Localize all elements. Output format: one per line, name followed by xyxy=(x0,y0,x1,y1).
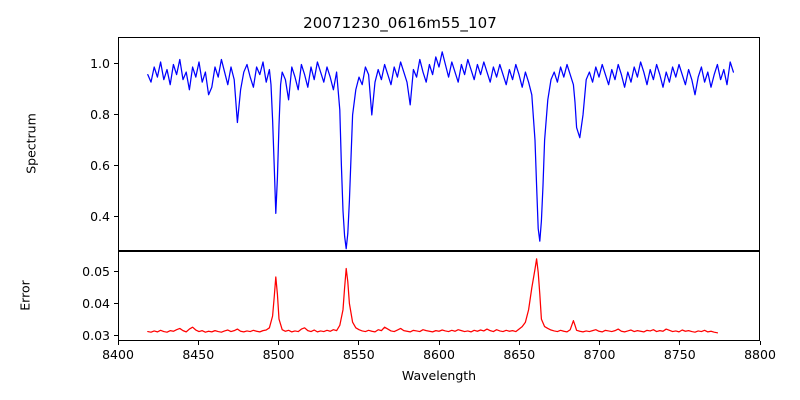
x-tick-mark xyxy=(197,341,199,345)
spectrum-ytick-label: 0.4 xyxy=(90,208,110,224)
x-tick-label: 8750 xyxy=(663,347,696,362)
x-tick-label: 8550 xyxy=(342,347,375,362)
x-tick-mark xyxy=(759,341,761,345)
x-tick-mark xyxy=(599,341,601,345)
spectrum-y-axis-label: Spectrum xyxy=(23,113,39,174)
spectrum-ytick-mark xyxy=(114,114,118,116)
error-ytick-mark xyxy=(114,303,118,305)
x-tick-mark xyxy=(278,341,280,345)
spectrum-ytick-mark xyxy=(114,216,118,218)
x-tick-label: 8450 xyxy=(182,347,215,362)
x-tick-label: 8700 xyxy=(583,347,616,362)
x-axis-label: Wavelength xyxy=(401,368,477,383)
error-line-plot xyxy=(119,252,759,340)
x-tick-label: 8600 xyxy=(423,347,455,362)
figure-title: 20071230_0616m55_107 xyxy=(303,14,497,32)
error-ytick-mark xyxy=(114,271,118,273)
x-tick-mark xyxy=(679,341,681,345)
spectrum-ytick-label: 0.6 xyxy=(90,157,110,173)
x-tick-label: 8650 xyxy=(503,347,536,362)
x-tick-label: 8400 xyxy=(102,347,134,362)
spectrum-ytick-label: 1.0 xyxy=(90,55,110,71)
x-tick-label: 8500 xyxy=(262,347,295,362)
x-tick-mark xyxy=(358,341,360,345)
x-tick-label: 8800 xyxy=(744,347,776,362)
x-tick-mark xyxy=(438,341,440,345)
error-ytick-mark xyxy=(114,335,118,337)
x-tick-mark xyxy=(518,341,520,345)
error-ytick-label: 0.03 xyxy=(82,327,110,343)
spectrum-ytick-mark xyxy=(114,165,118,167)
x-tick-mark xyxy=(117,341,119,345)
spectrum-ytick-label: 0.8 xyxy=(90,106,110,122)
error-y-axis-label: Error xyxy=(17,280,33,311)
error-ytick-label: 0.04 xyxy=(82,295,110,311)
spectrum-ytick-mark xyxy=(114,63,118,65)
spectrum-line-plot xyxy=(119,38,759,250)
error-axes xyxy=(118,251,760,341)
error-ytick-label: 0.05 xyxy=(82,263,110,279)
spectrum-axes xyxy=(118,37,760,251)
